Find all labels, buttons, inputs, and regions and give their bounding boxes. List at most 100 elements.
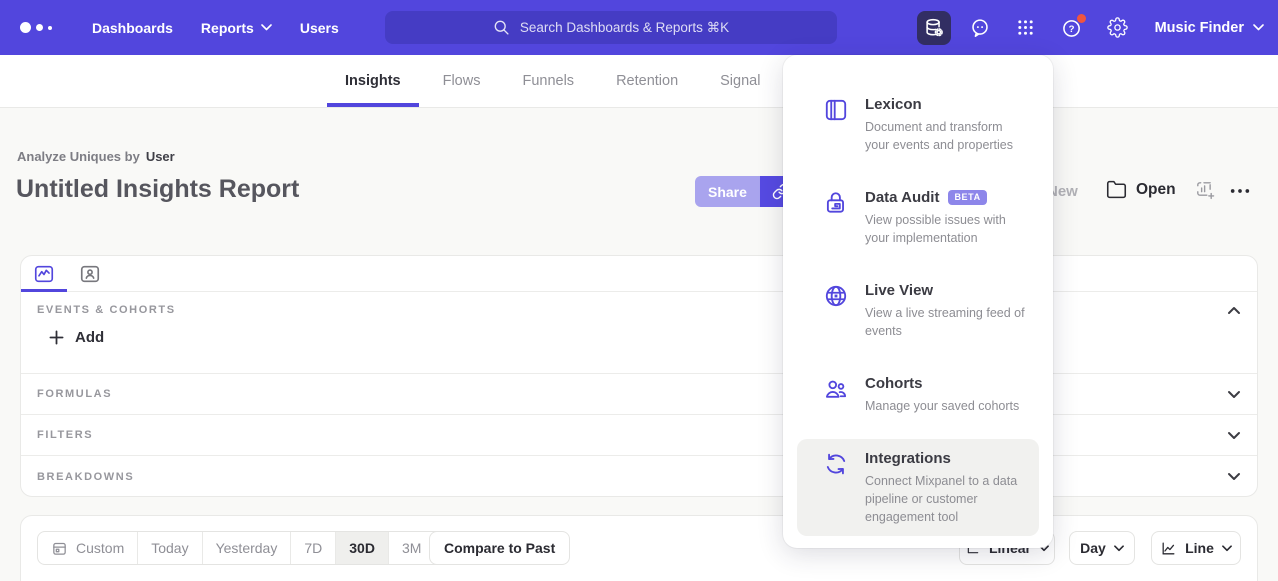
builder-tab-metrics[interactable] bbox=[21, 256, 67, 292]
open-report-button[interactable]: Open bbox=[1106, 179, 1176, 200]
settings-button[interactable] bbox=[1101, 11, 1135, 45]
menu-item-lexicon[interactable]: Lexicon Document and transform your even… bbox=[797, 85, 1039, 164]
nav-users-label: Users bbox=[299, 19, 339, 36]
date-preset-custom-label: Custom bbox=[76, 540, 125, 556]
date-preset-7d[interactable]: 7D bbox=[291, 532, 337, 564]
add-chart-icon bbox=[1197, 182, 1215, 200]
section-events-header[interactable]: EVENTS & COHORTS bbox=[37, 304, 1241, 316]
chart-line-icon bbox=[34, 265, 54, 282]
tab-flows-label: Flows bbox=[442, 73, 481, 89]
live-view-globe-icon bbox=[825, 285, 847, 307]
nav-dashboards[interactable]: Dashboards bbox=[92, 20, 173, 36]
tab-funnels[interactable]: Funnels bbox=[504, 55, 592, 107]
menu-item-cohorts-title: Cohorts bbox=[865, 375, 923, 392]
menu-item-integrations-title: Integrations bbox=[865, 450, 951, 467]
more-options-button[interactable] bbox=[1229, 184, 1251, 198]
project-selector[interactable]: Music Finder bbox=[1155, 20, 1264, 36]
menu-item-live-view-description: View a live streaming feed of events bbox=[865, 306, 1025, 338]
project-name: Music Finder bbox=[1154, 19, 1244, 36]
section-filters[interactable]: FILTERS bbox=[21, 415, 1257, 456]
menu-item-live-view[interactable]: Live View View a live streaming feed of … bbox=[797, 271, 1039, 350]
top-nav-bar: Dashboards Reports Users Search Dashboar… bbox=[0, 0, 1278, 55]
tab-insights[interactable]: Insights bbox=[327, 55, 419, 107]
logo-dot-medium bbox=[36, 24, 43, 31]
chevron-up-icon[interactable] bbox=[1227, 306, 1241, 315]
menu-item-cohorts-description: Manage your saved cohorts bbox=[865, 399, 1020, 413]
apps-grid-button[interactable] bbox=[1009, 11, 1043, 45]
tab-retention[interactable]: Retention bbox=[598, 55, 696, 107]
menu-item-cohorts[interactable]: Cohorts Manage your saved cohorts bbox=[797, 364, 1039, 425]
date-preset-30d-label: 30D bbox=[349, 540, 375, 556]
tab-retention-label: Retention bbox=[616, 73, 679, 89]
calendar-icon bbox=[53, 542, 66, 555]
date-preset-today-label: Today bbox=[151, 540, 189, 556]
section-formulas[interactable]: FORMULAS bbox=[21, 374, 1257, 415]
chevron-down-icon[interactable] bbox=[1227, 431, 1241, 440]
section-events-label: EVENTS & COHORTS bbox=[37, 304, 176, 316]
date-preset-today[interactable]: Today bbox=[138, 532, 203, 564]
search-placeholder: Search Dashboards & Reports ⌘K bbox=[519, 19, 730, 35]
report-tab-bar: Insights Flows Funnels Retention Signal … bbox=[0, 55, 1278, 108]
feedback-button[interactable] bbox=[963, 11, 997, 45]
section-events-cohorts: EVENTS & COHORTS Add bbox=[21, 292, 1257, 374]
chevron-down-icon[interactable] bbox=[1227, 472, 1241, 481]
breadcrumb: Analyze Uniques by User bbox=[17, 149, 175, 164]
new-report-button[interactable]: New bbox=[1047, 183, 1078, 200]
chart-type-dropdown[interactable]: Line bbox=[1151, 531, 1241, 565]
search-input[interactable]: Search Dashboards & Reports ⌘K bbox=[385, 11, 837, 44]
builder-tab-profiles[interactable] bbox=[67, 256, 113, 291]
date-preset-custom[interactable]: Custom bbox=[38, 532, 139, 564]
add-to-dashboard-button[interactable] bbox=[1195, 180, 1216, 201]
nav-users[interactable]: Users bbox=[300, 20, 339, 36]
help-button[interactable]: ? bbox=[1055, 11, 1089, 45]
mixpanel-logo[interactable] bbox=[20, 22, 52, 33]
date-preset-7d-label: 7D bbox=[304, 540, 323, 556]
nav-reports[interactable]: Reports bbox=[201, 20, 272, 36]
date-preset-yesterday[interactable]: Yesterday bbox=[203, 532, 292, 564]
compare-to-past-label: Compare to Past bbox=[444, 540, 556, 556]
folder-icon bbox=[1106, 180, 1127, 199]
menu-item-lexicon-title: Lexicon bbox=[865, 96, 922, 113]
help-icon: ? bbox=[1062, 19, 1080, 37]
compare-to-past-button[interactable]: Compare to Past bbox=[429, 531, 571, 565]
date-preset-3m-label: 3M bbox=[401, 540, 422, 556]
feedback-icon bbox=[971, 18, 988, 37]
date-preset-30d[interactable]: 30D bbox=[336, 532, 389, 564]
apps-grid-icon bbox=[1018, 20, 1033, 35]
menu-item-data-audit-text: Data Audit BETA View possible issues wit… bbox=[865, 188, 1027, 247]
menu-item-integrations-description: Connect Mixpanel to a data pipeline or c… bbox=[865, 474, 1018, 524]
cohorts-users-icon bbox=[825, 380, 847, 398]
section-filters-label: FILTERS bbox=[37, 429, 94, 441]
integrations-sync-icon bbox=[826, 453, 846, 475]
tab-signal-label: Signal bbox=[720, 73, 761, 89]
menu-item-data-audit-title: Data Audit bbox=[865, 189, 940, 206]
data-management-button[interactable] bbox=[916, 10, 951, 45]
tab-funnels-label: Funnels bbox=[522, 73, 575, 89]
page-title[interactable]: Untitled Insights Report bbox=[16, 175, 300, 203]
chevron-down-icon bbox=[1253, 24, 1264, 31]
chart-toolbar-card: Custom Today Yesterday 7D 30D 3M 6M 12M … bbox=[20, 515, 1258, 581]
topbar-right-cluster: ? Music Finder bbox=[916, 0, 1264, 55]
menu-item-data-audit[interactable]: Data Audit BETA View possible issues wit… bbox=[797, 178, 1039, 257]
add-event-button[interactable]: Add bbox=[49, 329, 119, 346]
date-preset-yesterday-label: Yesterday bbox=[215, 540, 278, 556]
query-builder-card: EVENTS & COHORTS Add FORMULAS FILTERS BR… bbox=[20, 255, 1258, 497]
breadcrumb-entity-selector[interactable]: User bbox=[145, 149, 175, 164]
interval-dropdown-label: Day bbox=[1080, 540, 1106, 556]
menu-item-integrations[interactable]: Integrations Connect Mixpanel to a data … bbox=[797, 439, 1039, 536]
interval-dropdown[interactable]: Day bbox=[1069, 531, 1135, 565]
section-breakdowns[interactable]: BREAKDOWNS bbox=[21, 456, 1257, 497]
nav-dashboards-label: Dashboards bbox=[92, 19, 173, 36]
ellipsis-icon bbox=[1230, 189, 1250, 193]
tab-signal[interactable]: Signal bbox=[702, 55, 778, 107]
tab-insights-label: Insights bbox=[345, 73, 401, 89]
user-card-icon bbox=[80, 265, 100, 282]
svg-text:?: ? bbox=[1068, 23, 1074, 34]
data-management-icon bbox=[925, 18, 943, 36]
chevron-down-icon[interactable] bbox=[1227, 390, 1241, 399]
logo-dot-large bbox=[20, 22, 31, 33]
share-button[interactable]: Share bbox=[695, 176, 760, 207]
menu-item-lexicon-text: Lexicon Document and transform your even… bbox=[865, 95, 1027, 154]
data-management-dropdown-panel: Lexicon Document and transform your even… bbox=[783, 55, 1053, 548]
tab-flows[interactable]: Flows bbox=[425, 55, 499, 107]
